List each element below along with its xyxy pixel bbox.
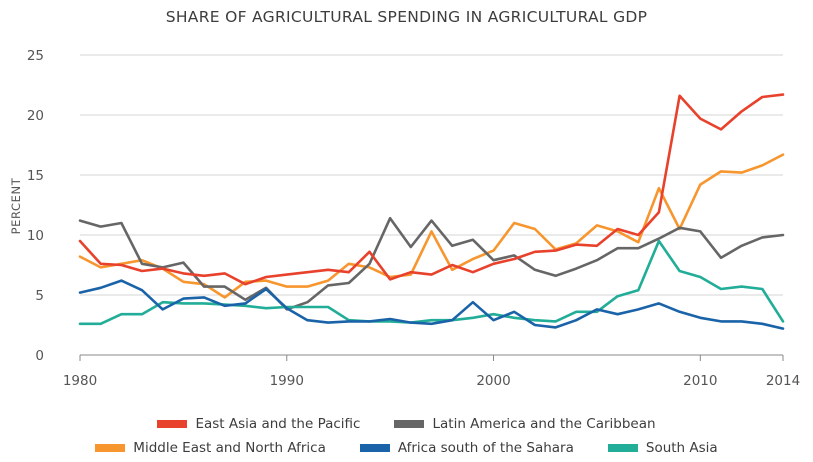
x-tick-label: 2000	[476, 373, 510, 389]
series-line-south-asia	[78, 239, 785, 326]
y-tick-label: 20	[27, 108, 44, 124]
y-tick-label: 25	[27, 48, 44, 64]
x-tick-label: 2010	[683, 373, 717, 389]
legend-swatch	[359, 444, 390, 452]
legend-row-2: Middle East and North Africa Africa south…	[0, 440, 813, 456]
legend-label: South Asia	[645, 440, 718, 456]
legend-item: East Asia and the Pacific	[157, 416, 360, 432]
y-axis-label: PERCENT	[9, 177, 23, 234]
axes: 0 5 10 15 20 25 1980 1990 2000 2010 2014	[27, 48, 800, 389]
y-tick-label: 0	[35, 348, 44, 364]
chart-title: SHARE OF AGRICULTURAL SPENDING IN AGRICU…	[165, 8, 648, 26]
x-tick-label: 1980	[63, 373, 97, 389]
series-line-middle-east-and-north-africa	[78, 153, 785, 299]
legend-label: Latin America and the Caribbean	[432, 416, 656, 432]
series-line-africa-south-of-the-sahara	[78, 279, 785, 330]
legend-label: East Asia and the Pacific	[195, 416, 361, 432]
y-tick-label: 5	[35, 288, 44, 304]
legend-swatch	[394, 420, 425, 428]
legend-swatch	[607, 444, 638, 452]
legend-row-1: East Asia and the Pacific Latin America a…	[0, 416, 813, 432]
legend-item: Latin America and the Caribbean	[394, 416, 656, 432]
series-line-east-asia-and-the-pacific	[78, 93, 785, 286]
y-tick-label: 15	[27, 168, 44, 184]
x-tick-label: 2014	[766, 373, 800, 389]
legend-swatch	[95, 444, 126, 452]
legend-label: Middle East and North Africa	[133, 440, 326, 456]
legend-item: Africa south of the Sahara	[359, 440, 574, 456]
series-lines	[78, 93, 785, 330]
y-tick-label: 10	[27, 228, 44, 244]
legend-label: Africa south of the Sahara	[397, 440, 574, 456]
series-line-latin-america-and-the-caribbean	[78, 216, 785, 311]
legend-item: Middle East and North Africa	[95, 440, 326, 456]
legend-item: South Asia	[607, 440, 718, 456]
legend-swatch	[157, 420, 188, 428]
gridlines	[80, 54, 783, 296]
x-tick-label: 1990	[270, 373, 304, 389]
